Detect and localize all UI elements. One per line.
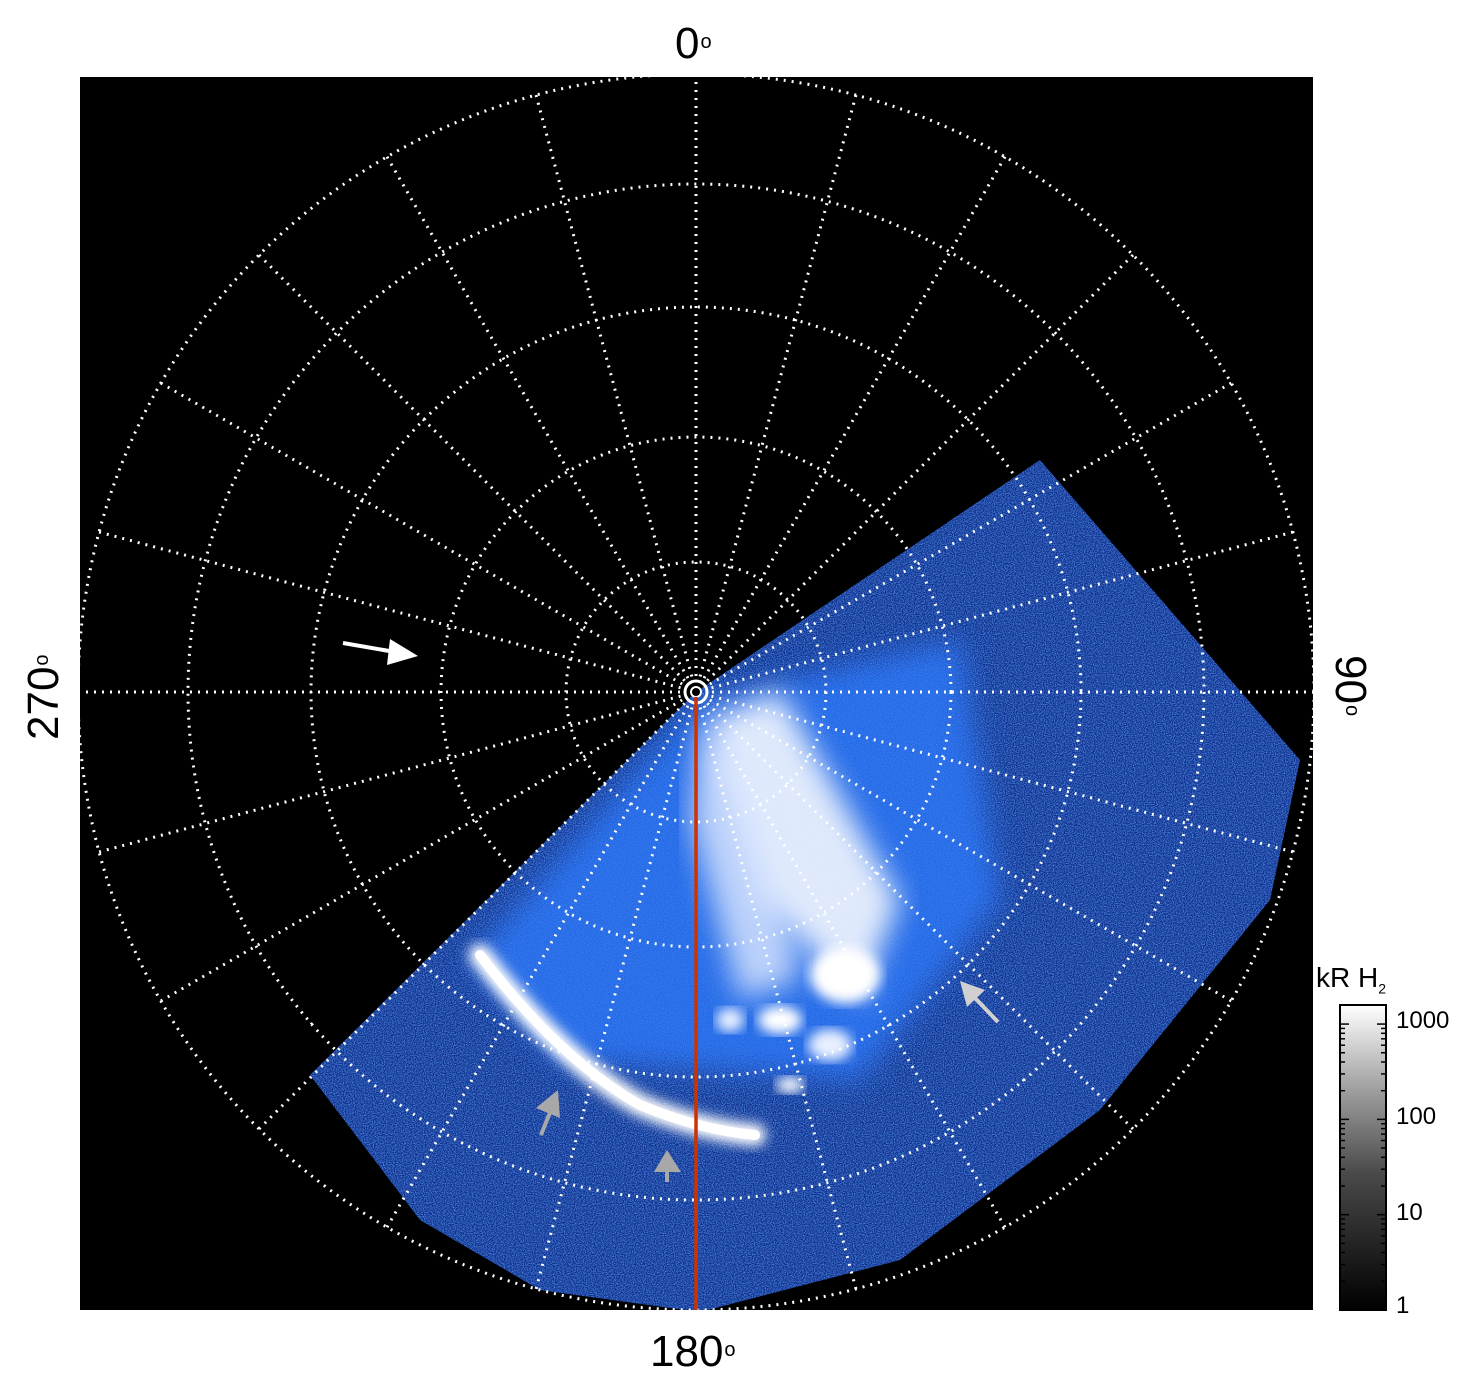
colorbar-tick-label: 10: [1396, 1199, 1423, 1226]
gray-arrow-right: [960, 981, 1000, 1024]
colorbar: [1339, 1004, 1387, 1311]
gray-arrow-bottom: [654, 1150, 681, 1182]
latitude-circle: [186, 182, 1206, 1202]
longitude-label-bottom: 180o: [650, 1327, 736, 1376]
longitude-label-right: 90o: [1326, 655, 1375, 717]
longitude-label-top: 0o: [675, 19, 712, 68]
white-arrow: [342, 639, 418, 665]
longitude-label-left: 270o: [19, 654, 68, 740]
gray-arrow-left: [536, 1090, 560, 1136]
colorbar-tick-label: 100: [1396, 1103, 1437, 1130]
colorbar-tick-label: 1: [1396, 1292, 1410, 1319]
colorbar-tick-label: 1000: [1396, 1007, 1450, 1034]
colorbar-gradient: [1339, 1004, 1387, 1311]
colorbar-unit-label: kR H2: [1316, 962, 1387, 997]
